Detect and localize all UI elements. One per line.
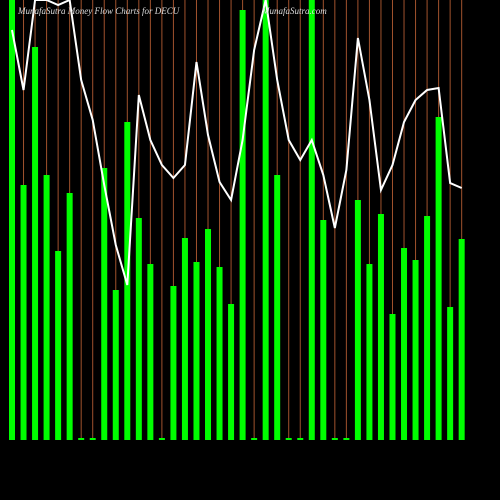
price-line	[11, 0, 463, 286]
bar	[101, 168, 108, 440]
bar	[412, 260, 419, 440]
bar	[228, 304, 235, 440]
bar	[458, 239, 465, 440]
watermark: MunafaSutra.com	[261, 6, 327, 16]
bar	[274, 175, 281, 440]
bar	[158, 438, 165, 440]
bar	[205, 229, 212, 440]
bar	[377, 214, 384, 440]
bar	[262, 0, 269, 440]
bar	[447, 307, 454, 440]
bar	[297, 438, 304, 440]
bar	[55, 251, 62, 440]
bar	[66, 193, 73, 440]
bar	[147, 264, 154, 440]
bar	[331, 438, 338, 440]
bar	[308, 0, 315, 440]
bar	[354, 200, 361, 440]
bar	[181, 238, 188, 440]
bar	[424, 216, 431, 440]
bar	[239, 10, 246, 440]
bar	[32, 47, 39, 440]
bar	[389, 314, 396, 440]
chart-title: MunafaSutra Money Flow Charts for DECU	[17, 6, 180, 16]
bar	[43, 175, 50, 440]
bar	[401, 248, 408, 440]
bar	[135, 218, 142, 440]
bar	[20, 185, 27, 440]
bar	[78, 438, 85, 440]
bar	[320, 220, 327, 440]
bar	[9, 0, 15, 440]
bar	[343, 438, 350, 440]
bar	[366, 264, 373, 440]
bar	[170, 286, 177, 440]
bar	[193, 262, 200, 440]
bar	[285, 438, 292, 440]
bar	[112, 290, 119, 440]
bar	[216, 267, 223, 440]
bar	[251, 438, 258, 440]
bar	[435, 117, 442, 440]
bar	[89, 438, 96, 440]
